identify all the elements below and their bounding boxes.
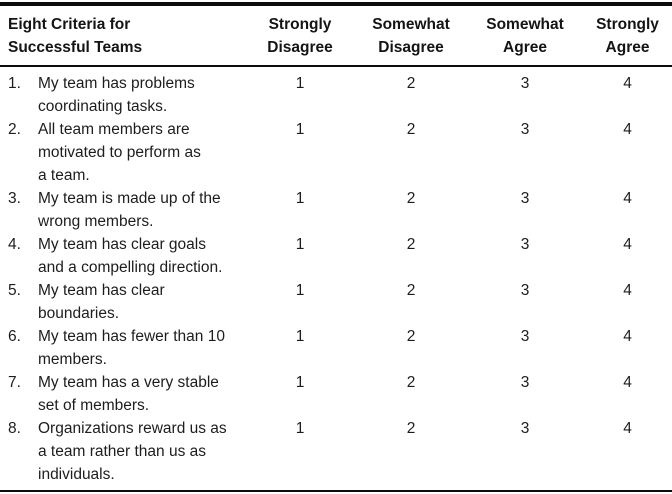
rating-value: 3 xyxy=(520,420,530,437)
item-statement: My team is made up of the wrong members. xyxy=(38,190,221,230)
table-row: 2. All team members are motivated to per… xyxy=(0,118,672,187)
table-row: 6. My team has fewer than 10 members. 1 … xyxy=(0,325,672,371)
table-title: Eight Criteria for Successful Teams xyxy=(0,4,245,67)
item-number: 2. xyxy=(8,121,21,138)
rating-value: 2 xyxy=(406,236,416,253)
item-number: 7. xyxy=(8,374,21,391)
item-statement: My team has fewer than 10 members. xyxy=(38,328,225,368)
rating-value: 1 xyxy=(295,75,305,92)
rating-value: 1 xyxy=(295,121,305,138)
item-statement: My team has clear boundaries. xyxy=(38,282,165,322)
rating-value: 1 xyxy=(295,190,305,207)
item-number: 5. xyxy=(8,282,21,299)
column-header-strongly-disagree: Strongly Disagree xyxy=(245,4,355,67)
item-statement: All team members are motivated to perfor… xyxy=(38,121,201,184)
rating-value: 2 xyxy=(406,282,416,299)
table-body: 1. My team has problems coordinating tas… xyxy=(0,66,672,491)
item-number: 8. xyxy=(8,420,21,437)
rating-value: 4 xyxy=(623,328,632,345)
item-statement: My team has problems coordinating tasks. xyxy=(38,75,195,115)
table-header: Eight Criteria for Successful Teams Stro… xyxy=(0,4,672,67)
rating-value: 3 xyxy=(520,75,530,92)
column-header-strongly-agree: Strongly Agree xyxy=(583,4,672,67)
table-row: 4. My team has clear goals and a compell… xyxy=(0,233,672,279)
rating-value: 1 xyxy=(295,328,305,345)
rating-value: 3 xyxy=(520,328,530,345)
item-statement: My team has clear goals and a compelling… xyxy=(38,236,223,276)
item-statement: Organizations reward us as a team rather… xyxy=(38,420,227,483)
column-header-somewhat-disagree: Somewhat Disagree xyxy=(355,4,467,67)
item-number: 4. xyxy=(8,236,21,253)
item-number: 6. xyxy=(8,328,21,345)
rating-value: 3 xyxy=(520,282,530,299)
table-row: 7. My team has a very stable set of memb… xyxy=(0,371,672,417)
item-number: 1. xyxy=(8,75,21,92)
rating-value: 4 xyxy=(623,374,632,391)
item-statement: My team has a very stable set of members… xyxy=(38,374,219,414)
item-number: 3. xyxy=(8,190,21,207)
rating-value: 4 xyxy=(623,282,632,299)
rating-value: 2 xyxy=(406,374,416,391)
rating-value: 2 xyxy=(406,328,416,345)
rating-value: 2 xyxy=(406,75,416,92)
rating-value: 2 xyxy=(406,121,416,138)
rating-value: 1 xyxy=(295,420,305,437)
rating-value: 1 xyxy=(295,236,305,253)
table-row: 8. Organizations reward us as a team rat… xyxy=(0,417,672,491)
table-row: 5. My team has clear boundaries. 1 2 3 4 xyxy=(0,279,672,325)
rating-value: 3 xyxy=(520,374,530,391)
rating-value: 3 xyxy=(520,236,530,253)
header-row: Eight Criteria for Successful Teams Stro… xyxy=(0,4,672,67)
table-row: 1. My team has problems coordinating tas… xyxy=(0,66,672,118)
rating-value: 4 xyxy=(623,190,632,207)
rating-value: 2 xyxy=(406,420,416,437)
rating-value: 4 xyxy=(623,75,632,92)
rating-value: 4 xyxy=(623,420,632,437)
rating-value: 3 xyxy=(520,121,530,138)
rating-value: 3 xyxy=(520,190,530,207)
column-header-somewhat-agree: Somewhat Agree xyxy=(467,4,583,67)
rating-value: 1 xyxy=(295,374,305,391)
rating-value: 4 xyxy=(623,121,632,138)
rating-value: 2 xyxy=(406,190,416,207)
table-row: 3. My team is made up of the wrong membe… xyxy=(0,187,672,233)
rating-value: 4 xyxy=(623,236,632,253)
rating-value: 1 xyxy=(295,282,305,299)
